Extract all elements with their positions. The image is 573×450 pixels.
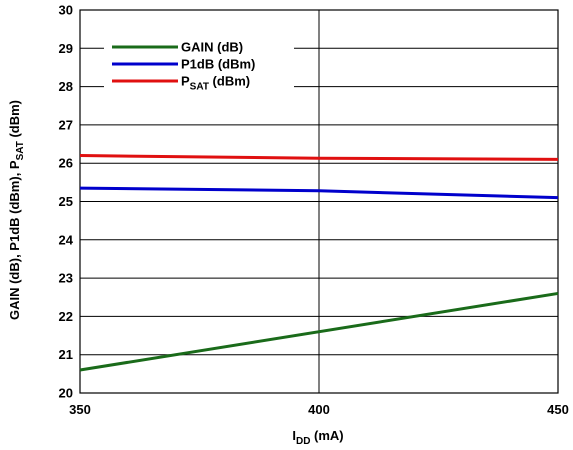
legend-label: PSAT (dBm) bbox=[181, 74, 250, 93]
y-tick-label: 30 bbox=[59, 3, 73, 18]
y-tick-label: 26 bbox=[59, 156, 73, 171]
y-axis-title: GAIN (dB), P1dB (dBm), PSAT (dBm) bbox=[7, 100, 26, 320]
y-tick-label: 28 bbox=[59, 79, 73, 94]
x-tick-label: 400 bbox=[308, 402, 330, 417]
legend-label: P1dB (dBm) bbox=[181, 57, 255, 72]
y-tick-label: 22 bbox=[59, 309, 73, 324]
legend-label-rest: (dBm) bbox=[209, 74, 250, 89]
plot-frame bbox=[79, 9, 559, 394]
x-axis-title-main: I bbox=[292, 428, 296, 443]
grid-lines bbox=[79, 9, 559, 394]
x-tick-label: 450 bbox=[547, 402, 569, 417]
x-tick-label: 350 bbox=[69, 402, 91, 417]
series-line-1 bbox=[79, 186, 559, 200]
tick-labels: 20 21 22 23 24 25 26 27 28 29 30 350 400 450 bbox=[59, 3, 569, 418]
x-axis-title-sub: DD bbox=[296, 436, 310, 447]
y-tick-label: 21 bbox=[59, 347, 73, 362]
y-tick-label: 23 bbox=[59, 271, 73, 286]
y-tick-label: 27 bbox=[59, 117, 73, 132]
x-axis-title-rest: (mA) bbox=[310, 428, 343, 443]
y-tick-label: 20 bbox=[59, 386, 73, 401]
legend-label-sub: SAT bbox=[190, 82, 209, 93]
y-axis-title-pre: GAIN (dB), P1dB (dBm), P bbox=[7, 160, 22, 320]
y-tick-label: 25 bbox=[59, 194, 73, 209]
legend-label-main: P1dB (dBm) bbox=[181, 57, 255, 72]
y-tick-label: 29 bbox=[59, 41, 73, 56]
legend-label-main: GAIN (dB) bbox=[181, 40, 243, 55]
legend-label-main: P bbox=[181, 74, 190, 89]
legend: GAIN (dB) P1dB (dBm) PSAT (dBm) bbox=[104, 36, 294, 94]
x-axis-title: IDD (mA) bbox=[292, 428, 343, 447]
y-axis-title-sub: SAT bbox=[15, 141, 26, 160]
series-line-2 bbox=[79, 154, 559, 161]
legend-label: GAIN (dB) bbox=[181, 40, 243, 55]
y-axis-title-post: (dBm) bbox=[7, 100, 22, 141]
series-line-0 bbox=[79, 291, 559, 372]
y-tick-label: 24 bbox=[59, 232, 74, 247]
series-lines bbox=[79, 154, 559, 372]
